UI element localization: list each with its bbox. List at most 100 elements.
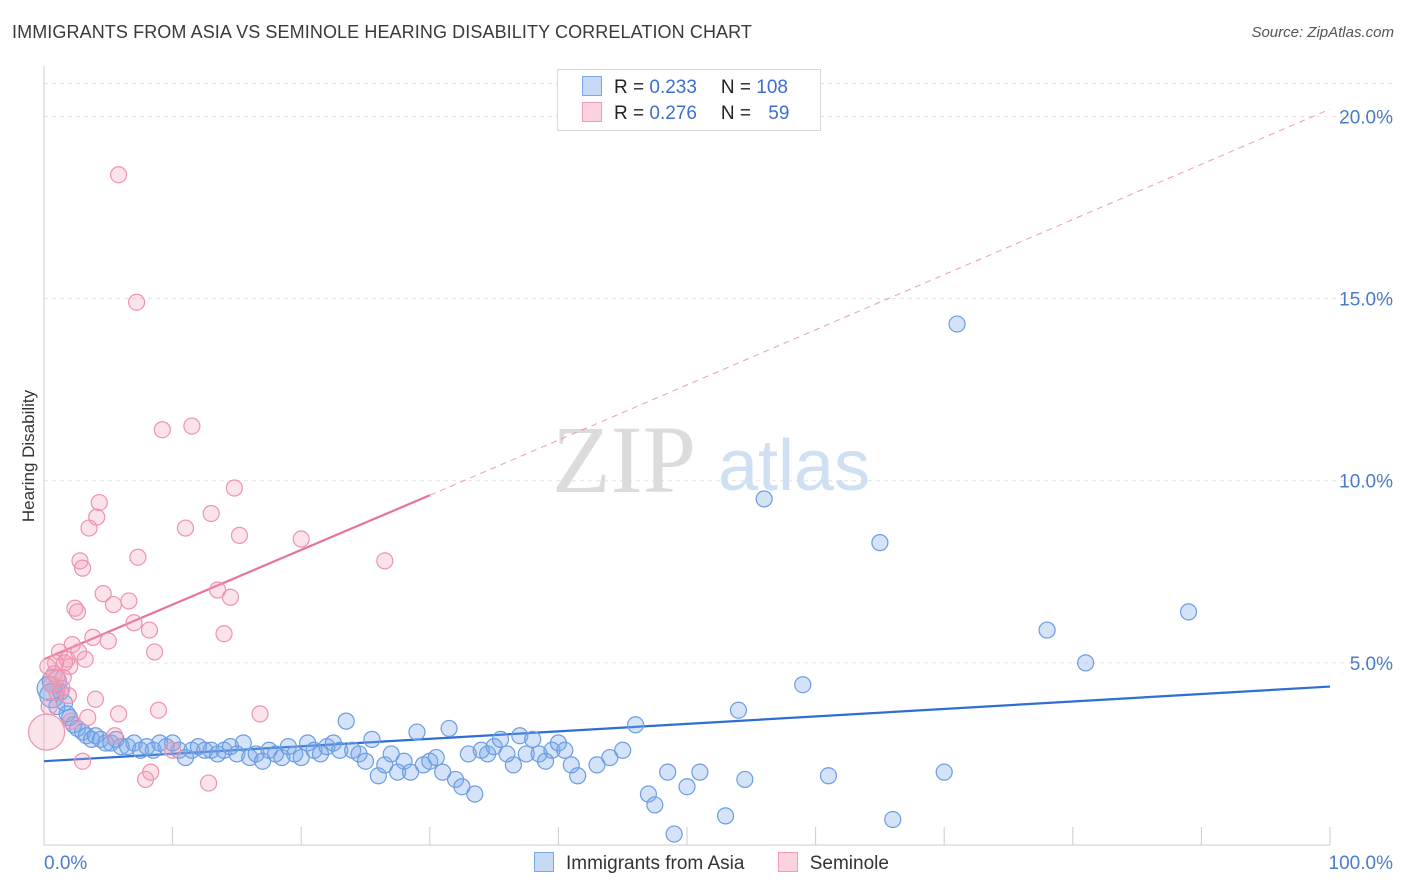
data-point (62, 712, 80, 730)
data-point (626, 716, 645, 734)
data-point (459, 745, 477, 763)
data-point (331, 741, 349, 759)
data-point (819, 767, 838, 785)
data-point (511, 727, 529, 745)
legend-n-value: 108 (756, 77, 788, 98)
data-point (99, 632, 117, 650)
axes (43, 66, 1331, 846)
data-point (716, 807, 735, 825)
data-point (61, 657, 79, 676)
data-point (884, 810, 902, 829)
x-tick-labels: 0.0% 100.0% (44, 853, 1393, 874)
data-point (215, 625, 233, 643)
data-point (125, 614, 143, 632)
data-point (140, 621, 159, 639)
data-point (40, 697, 58, 716)
legend-item-seminole[interactable]: Seminole (777, 852, 889, 875)
data-point (1038, 621, 1056, 639)
legend-swatch-asia (582, 76, 602, 96)
data-point (112, 738, 130, 756)
data-point (196, 741, 214, 759)
data-point (68, 603, 87, 621)
data-point (1077, 654, 1095, 672)
data-point (871, 534, 889, 552)
data-point (376, 756, 394, 774)
data-point (202, 504, 220, 523)
data-point (73, 752, 92, 770)
data-point (948, 315, 966, 333)
data-point (221, 588, 240, 606)
data-point (395, 752, 413, 770)
data-point (588, 756, 606, 774)
data-point (498, 745, 516, 763)
trend-extension (429, 108, 1331, 496)
legend-item-asia[interactable]: Immigrants from Asia (534, 852, 744, 875)
x-tick-label: 100.0% (1329, 853, 1394, 874)
data-point (517, 745, 535, 763)
data-point (106, 727, 124, 745)
legend-row-asia: R = 0.233 N = 108 (582, 76, 788, 102)
correlation-legend: R = 0.233 N = 108 R = 0.276 N = 59 (557, 69, 821, 131)
trend-line (43, 494, 431, 661)
data-point (935, 763, 953, 781)
legend-n-label: N = (720, 103, 757, 124)
source-credit: Source: ZipAtlas.com (1251, 24, 1394, 41)
data-point (183, 417, 201, 435)
y-tick-label: 15.0% (1339, 290, 1393, 311)
data-point (228, 745, 246, 763)
x-tick-label: 0.0% (44, 853, 87, 874)
y-tick-label: 5.0% (1350, 654, 1393, 675)
data-point (434, 763, 452, 781)
data-point (1179, 603, 1198, 621)
data-point (145, 643, 164, 661)
data-point (665, 825, 683, 843)
data-point (94, 585, 112, 603)
legend-n-label: N = (720, 77, 757, 98)
data-point (54, 668, 72, 687)
data-point (659, 763, 677, 781)
legend-swatch-seminole (777, 852, 798, 872)
data-point (562, 756, 580, 774)
watermark-atlas: atlas (718, 426, 870, 506)
data-point (70, 643, 88, 661)
data-point (401, 763, 420, 781)
data-point (363, 730, 381, 748)
y-tick-label: 20.0% (1339, 107, 1393, 128)
legend-label-seminole: Seminole (809, 853, 889, 874)
data-point (491, 730, 510, 748)
legend-swatch-asia (534, 852, 554, 872)
data-point (273, 748, 291, 767)
legend-swatch-seminole (582, 102, 602, 122)
data-point (176, 519, 195, 537)
data-point (691, 763, 709, 781)
data-point (39, 657, 57, 676)
data-point (736, 770, 754, 789)
data-point (524, 730, 542, 748)
legend-r-value: 0.276 (649, 103, 697, 124)
data-point (292, 530, 310, 548)
legend-row-seminole: R = 0.276 N = 59 (582, 102, 789, 128)
data-point (225, 479, 243, 497)
data-point (73, 559, 92, 577)
data-point (254, 752, 272, 770)
data-point (646, 796, 664, 814)
data-point (337, 712, 355, 730)
legend-r-label: R = (614, 77, 650, 98)
data-point (164, 741, 182, 759)
data-point (234, 734, 252, 752)
gridlines (44, 83, 1395, 664)
data-point (389, 763, 407, 781)
data-point (356, 752, 375, 770)
data-point (536, 752, 555, 770)
data-point (129, 548, 147, 566)
data-point (104, 595, 123, 614)
data-point (230, 526, 249, 544)
data-point (79, 708, 97, 727)
data-point (153, 421, 171, 439)
data-point (453, 778, 471, 796)
trend-lines (43, 108, 1331, 763)
watermark-zip: ZIP (552, 406, 696, 513)
data-point (88, 508, 106, 526)
data-point (440, 719, 458, 738)
